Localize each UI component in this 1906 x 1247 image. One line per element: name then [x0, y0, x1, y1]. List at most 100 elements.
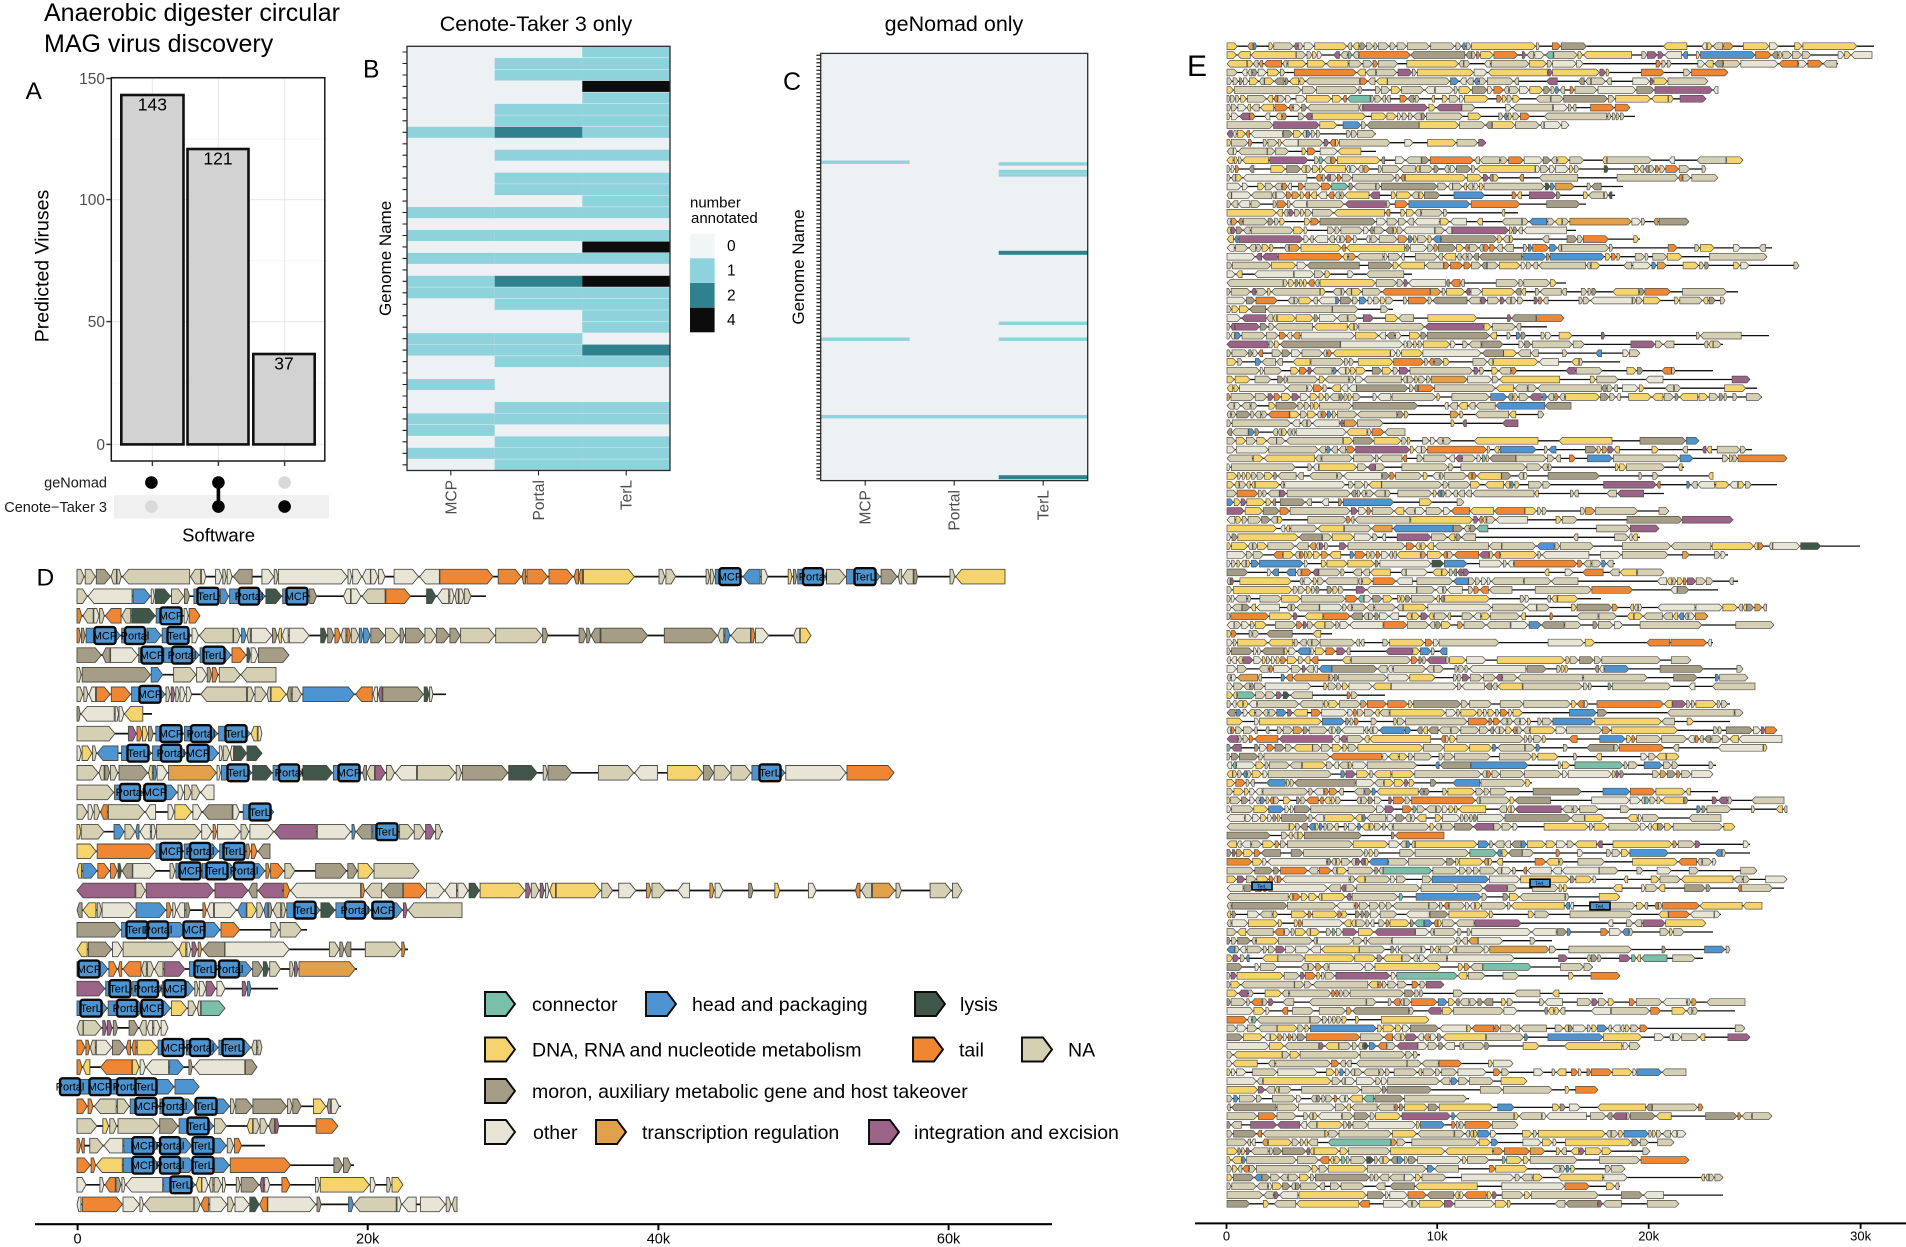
svg-text:Portal: Portal	[157, 748, 186, 760]
svg-text:TerL: TerL	[126, 925, 147, 937]
svg-text:MCP: MCP	[88, 1082, 112, 1094]
svg-text:MCP: MCP	[159, 611, 183, 623]
svg-text:MCP: MCP	[163, 983, 187, 995]
svg-text:30k: 30k	[1850, 1228, 1871, 1243]
svg-text:TerL: TerL	[206, 866, 227, 878]
svg-text:100: 100	[79, 192, 105, 209]
svg-text:TerL: TerL	[192, 1160, 213, 1172]
svg-text:20k: 20k	[356, 1232, 380, 1247]
svg-text:Portal: Portal	[56, 1082, 85, 1094]
svg-text:MCP: MCP	[138, 689, 162, 701]
svg-text:50: 50	[88, 314, 106, 331]
svg-text:MCP: MCP	[371, 905, 395, 917]
svg-text:MCP: MCP	[93, 630, 117, 642]
svg-text:Portal: Portal	[121, 630, 150, 642]
svg-text:B: B	[363, 57, 379, 84]
svg-text:D: D	[37, 564, 55, 591]
svg-text:MCP: MCP	[178, 866, 202, 878]
svg-text:TerL: TerL	[1535, 881, 1545, 887]
svg-text:Portal: Portal	[113, 1082, 142, 1094]
svg-text:143: 143	[138, 95, 167, 115]
svg-text:other: other	[533, 1122, 578, 1144]
svg-text:MCP: MCP	[443, 480, 460, 514]
svg-text:0: 0	[1223, 1228, 1230, 1243]
svg-text:Portal: Portal	[134, 983, 163, 995]
svg-text:tail: tail	[959, 1040, 984, 1062]
svg-text:TerL: TerL	[222, 1042, 243, 1054]
svg-text:Cenote−Taker 3: Cenote−Taker 3	[4, 500, 107, 516]
svg-text:A: A	[26, 78, 43, 105]
svg-text:Portal: Portal	[187, 728, 216, 740]
svg-text:Portal: Portal	[531, 480, 548, 521]
svg-text:MCP: MCP	[159, 846, 183, 858]
svg-text:Portal: Portal	[947, 490, 964, 530]
svg-text:MCP: MCP	[140, 650, 164, 662]
svg-text:transcription regulation: transcription regulation	[642, 1122, 839, 1144]
svg-text:number: number	[690, 195, 741, 212]
svg-text:150: 150	[79, 71, 105, 88]
svg-text:MCP: MCP	[182, 925, 206, 937]
svg-text:37: 37	[274, 354, 293, 374]
svg-text:NA: NA	[1068, 1040, 1095, 1062]
svg-text:Portal: Portal	[215, 964, 244, 976]
svg-text:TerL: TerL	[854, 571, 875, 583]
svg-text:TerL: TerL	[1595, 904, 1605, 910]
svg-text:TerL: TerL	[294, 905, 315, 917]
svg-text:20k: 20k	[1638, 1228, 1659, 1243]
svg-text:Portal: Portal	[156, 1140, 185, 1152]
svg-text:0: 0	[727, 238, 736, 255]
svg-text:2: 2	[727, 287, 736, 304]
svg-text:TerL: TerL	[197, 591, 218, 603]
svg-text:Portal: Portal	[116, 787, 145, 799]
svg-text:Portal: Portal	[230, 866, 259, 878]
svg-text:TerL: TerL	[109, 983, 130, 995]
svg-text:TerL: TerL	[759, 768, 780, 780]
svg-text:Portal: Portal	[156, 1160, 185, 1172]
svg-text:TerL: TerL	[203, 650, 224, 662]
svg-text:TerL: TerL	[170, 1180, 191, 1192]
svg-text:MCP: MCP	[77, 964, 101, 976]
svg-text:moron, auxiliary metabolic gen: moron, auxiliary metabolic gene and host…	[532, 1081, 968, 1103]
svg-text:TerL: TerL	[167, 630, 188, 642]
svg-text:TerL: TerL	[195, 1101, 216, 1113]
svg-text:121: 121	[203, 149, 232, 169]
svg-text:0: 0	[74, 1232, 82, 1247]
svg-text:Portal: Portal	[341, 905, 370, 917]
svg-text:Portal: Portal	[799, 571, 828, 583]
svg-text:TerL: TerL	[187, 1121, 208, 1133]
svg-text:TerL: TerL	[194, 964, 215, 976]
svg-text:MCP: MCP	[718, 571, 742, 583]
svg-text:MCP: MCP	[131, 1160, 155, 1172]
svg-text:MCP: MCP	[161, 1042, 185, 1054]
svg-text:MCP: MCP	[131, 1140, 155, 1152]
svg-text:head and packaging: head and packaging	[692, 994, 868, 1016]
svg-text:connector: connector	[532, 994, 618, 1016]
svg-text:Cenote-Taker 3 only: Cenote-Taker 3 only	[440, 12, 633, 36]
svg-text:geNomad only: geNomad only	[885, 12, 1024, 36]
svg-text:MCP: MCP	[337, 768, 361, 780]
svg-text:TerL: TerL	[135, 1082, 156, 1094]
svg-text:TerL: TerL	[1036, 490, 1053, 521]
svg-text:Genome Name: Genome Name	[789, 209, 808, 324]
svg-text:C: C	[783, 68, 801, 96]
svg-text:Portal: Portal	[235, 591, 264, 603]
svg-text:lysis: lysis	[960, 994, 998, 1016]
svg-text:Portal: Portal	[113, 1003, 142, 1015]
svg-text:TerL: TerL	[227, 768, 248, 780]
svg-text:MCP: MCP	[186, 748, 210, 760]
svg-text:Portal: Portal	[186, 1042, 215, 1054]
svg-text:4: 4	[727, 312, 736, 329]
svg-text:annotated: annotated	[691, 210, 758, 227]
svg-text:60k: 60k	[937, 1232, 961, 1247]
svg-text:DNA, RNA and nucleotide metabo: DNA, RNA and nucleotide metabolism	[532, 1040, 862, 1062]
svg-text:MCP: MCP	[159, 728, 183, 740]
svg-text:Portal: Portal	[168, 650, 197, 662]
svg-text:TerL: TerL	[223, 846, 244, 858]
svg-text:Portal: Portal	[186, 846, 215, 858]
svg-text:Portal: Portal	[159, 1101, 188, 1113]
svg-text:geNomad: geNomad	[44, 476, 107, 492]
svg-text:MCP: MCP	[858, 490, 875, 524]
svg-text:TerL: TerL	[80, 1003, 101, 1015]
svg-text:Portal: Portal	[275, 768, 304, 780]
svg-text:TerL: TerL	[127, 748, 148, 760]
